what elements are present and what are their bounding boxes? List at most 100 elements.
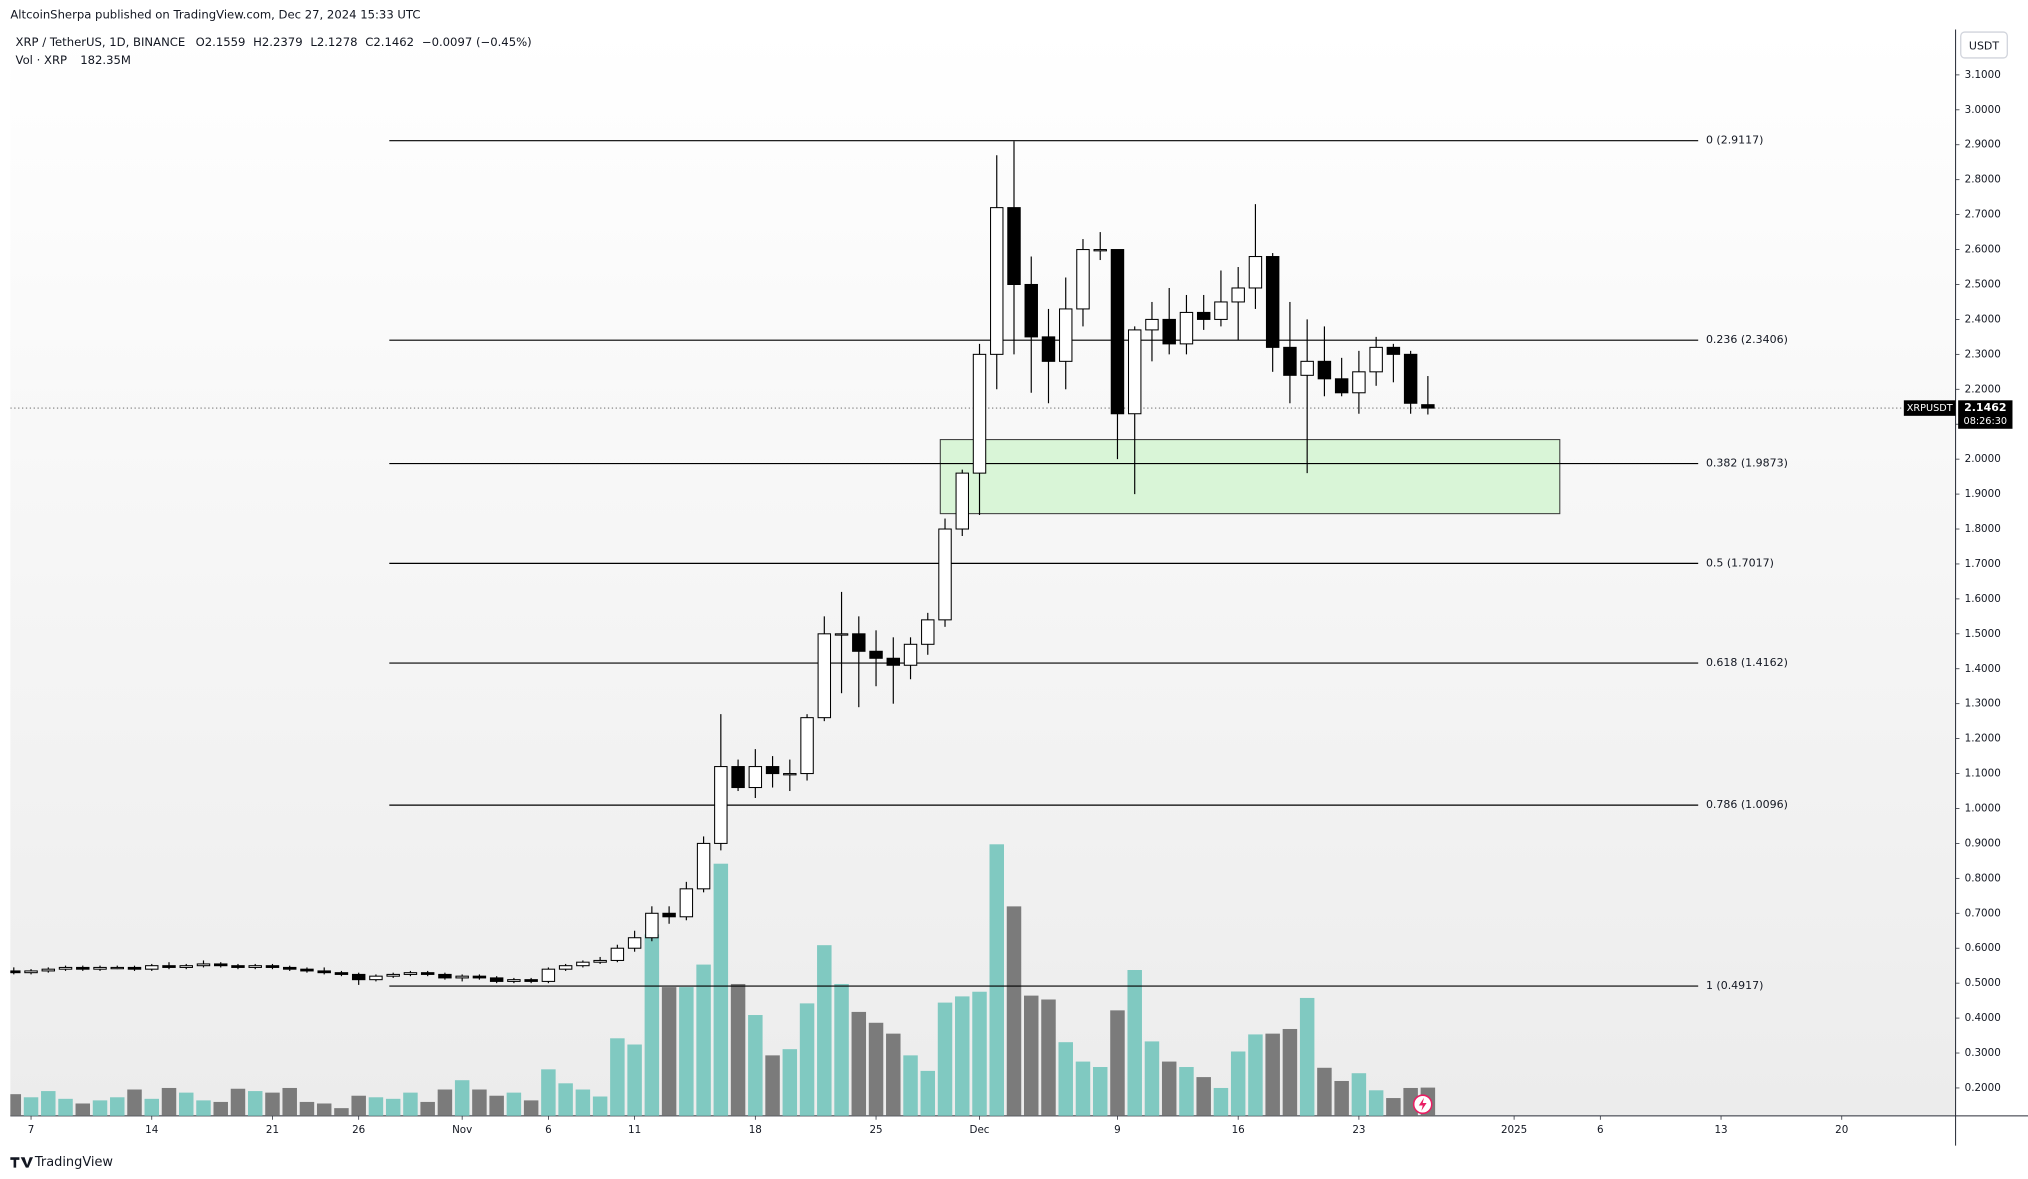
replay-icon-bolt[interactable] <box>1418 1097 1427 1111</box>
candle-body <box>127 966 142 970</box>
fib-label: 0.382 (1.9873) <box>1706 457 1788 470</box>
candle-body <box>1248 256 1263 289</box>
volume-bar <box>420 1101 435 1116</box>
candle-body <box>489 977 504 982</box>
currency-box[interactable] <box>1960 31 2008 59</box>
candle-body <box>455 975 469 979</box>
volume-bar <box>1058 1042 1073 1116</box>
x-tick-label: 9 <box>1114 1124 1121 1136</box>
candle-body <box>1317 360 1332 380</box>
y-tick-label: 1.0000 <box>1965 802 2001 814</box>
candle-body <box>214 963 228 967</box>
candle-body <box>1127 329 1142 415</box>
y-tick-label: 2.4000 <box>1965 313 2001 325</box>
y-tick-label: 1.2000 <box>1965 733 2001 745</box>
y-tick-label: 1.8000 <box>1965 523 2001 535</box>
candle-body <box>731 766 745 789</box>
candle-body <box>1352 371 1366 394</box>
volume-bar <box>523 1100 539 1116</box>
volume-bar <box>334 1108 349 1116</box>
candle-body <box>369 975 383 981</box>
volume-bar <box>955 996 970 1116</box>
volume-bar <box>437 1089 453 1116</box>
candle-body <box>748 766 763 789</box>
overlay-layer: 0.2000 0.3000 0.4000 0.5000 0.6000 0.7000 0.80… <box>28 69 2013 1136</box>
volume-bar <box>661 987 677 1116</box>
candle-body <box>1421 404 1435 409</box>
volume-bar <box>1092 1067 1108 1116</box>
volume-last: 182.35M <box>80 53 131 67</box>
price-tag-value: 2.1462 <box>1964 401 2006 414</box>
y-tick-label: 2.2000 <box>1965 383 2001 395</box>
plot-area <box>10 29 1956 1116</box>
volume-bar <box>989 844 1004 1116</box>
y-tick-label: 0.6000 <box>1965 942 2001 954</box>
volume-bar <box>1127 970 1142 1116</box>
volume-bar <box>110 1097 125 1116</box>
candle-body <box>1059 308 1073 362</box>
volume-bar <box>92 1100 108 1116</box>
volume-bar <box>385 1098 401 1116</box>
fib-label: 1 (0.4917) <box>1706 979 1764 992</box>
volume-bar <box>1024 995 1039 1116</box>
currency[interactable]: USDT <box>1969 39 1999 52</box>
candle-body <box>1145 318 1159 331</box>
candle-body <box>903 643 918 666</box>
volume-bar <box>558 1083 573 1116</box>
candle-body <box>265 965 280 968</box>
candle-body <box>558 965 573 970</box>
candle-body <box>179 965 193 968</box>
fib-label: 0.5 (1.7017) <box>1706 556 1774 569</box>
y-tick-label: 1.5000 <box>1965 628 2001 640</box>
ohlc-low: L2.1278 <box>310 35 357 49</box>
volume-bar <box>1213 1087 1229 1116</box>
volume-bar <box>506 1092 522 1116</box>
candle-body <box>24 970 38 974</box>
volume-bar <box>75 1103 91 1116</box>
x-tick-label: 18 <box>749 1124 762 1136</box>
x-tick-label: 13 <box>1714 1124 1727 1136</box>
candle-body <box>938 528 952 621</box>
candle-body <box>1093 249 1107 252</box>
volume-bar <box>1041 999 1056 1116</box>
volume-bar <box>972 991 987 1116</box>
candle-body <box>1214 301 1228 320</box>
y-tick-label: 0.3000 <box>1965 1047 2001 1059</box>
support-zone <box>939 439 1561 515</box>
candle-body <box>1369 346 1383 373</box>
volume-bar <box>403 1092 418 1116</box>
volume-bar <box>351 1095 366 1116</box>
symbol-title: XRP / TetherUS, 1D, BINANCE <box>16 35 186 49</box>
volume-bar <box>1317 1067 1332 1116</box>
volume-bar <box>748 1015 763 1116</box>
candle-body <box>1110 249 1125 415</box>
candle-body <box>541 968 556 982</box>
candle-body <box>162 965 176 968</box>
volume-bar <box>213 1101 228 1116</box>
candle-body <box>1179 311 1194 345</box>
volume-bar <box>316 1103 332 1116</box>
volume-bar <box>1282 1028 1298 1116</box>
candle-body <box>196 963 211 967</box>
price-tag <box>1958 400 2013 429</box>
candle-body <box>1162 318 1176 345</box>
volume-bar <box>1161 1061 1177 1116</box>
volume-bar <box>10 1094 22 1116</box>
volume-bar <box>23 1097 39 1116</box>
volume-bar <box>627 1044 642 1116</box>
volume-bar <box>299 1101 315 1116</box>
symbol-tag-text: XRPUSDT <box>1907 403 1953 414</box>
candle-body <box>231 965 245 968</box>
replay-icon[interactable] <box>1412 1094 1433 1115</box>
volume-bar <box>1006 906 1022 1116</box>
candle-body <box>817 633 832 719</box>
candle-body <box>593 959 607 963</box>
volume-bar <box>58 1098 73 1116</box>
volume-bar <box>868 1022 884 1116</box>
candle-body <box>41 968 56 972</box>
candle-body <box>765 766 780 775</box>
fib-label: 0.236 (2.3406) <box>1706 333 1788 346</box>
candle-body <box>93 966 107 970</box>
candle-body <box>317 970 331 974</box>
